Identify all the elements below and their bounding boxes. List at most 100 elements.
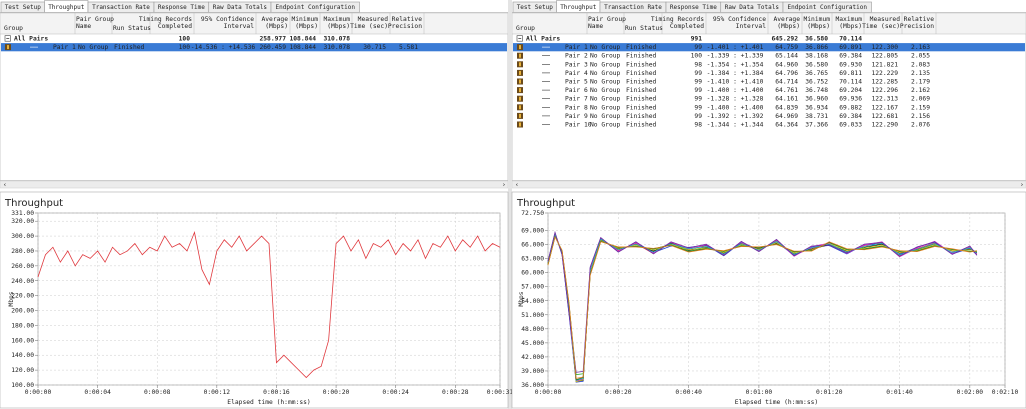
tab-label[interactable]: Test Setup — [517, 4, 554, 11]
cell: -1.400 : +1.400 — [707, 104, 764, 111]
cell: Finished — [626, 96, 657, 103]
cell: 100 — [691, 53, 703, 60]
chart-title: Throughput — [4, 198, 63, 209]
cell: 2.076 — [911, 122, 930, 129]
x-tick-label: 0:01:00 — [746, 389, 773, 396]
column-header: Relative — [904, 16, 935, 23]
column-header: Interval — [224, 23, 255, 30]
cell: No Group — [590, 96, 621, 103]
cell: 99 — [694, 96, 702, 103]
cell: 2.069 — [911, 96, 930, 103]
column-header: Name — [588, 23, 603, 30]
row-name: Pair 4 — [565, 70, 588, 77]
tab-label[interactable]: Response Time — [670, 4, 717, 11]
y-tick-label: 42.000 — [521, 354, 544, 361]
y-tick-label: 72.750 — [521, 210, 544, 217]
cell: 36.752 — [805, 79, 828, 86]
column-header: Minimum — [291, 16, 318, 23]
row-name: All Pairs — [14, 35, 48, 43]
x-tick-label: 0:02:00 — [957, 389, 984, 396]
cell: 122.167 — [871, 104, 898, 111]
cell: 122.313 — [871, 96, 898, 103]
column-header: (Mbps) — [807, 23, 830, 30]
cell: 36.748 — [805, 87, 828, 94]
cell: Finished — [114, 44, 145, 51]
x-tick-label: 0:00:20 — [605, 389, 632, 396]
cell: 37.366 — [805, 122, 828, 129]
cell: 64.761 — [775, 87, 798, 94]
cell: No Group — [590, 87, 621, 94]
column-header: (Mbps) — [295, 23, 318, 30]
cell: 108.844 — [289, 44, 316, 51]
scrollbar[interactable] — [511, 180, 1026, 189]
tab-label[interactable]: Throughput — [560, 4, 597, 11]
row-name: Pair 9 — [565, 113, 588, 120]
row-name: Pair 8 — [565, 104, 588, 111]
tab-label[interactable]: Response Time — [158, 4, 205, 11]
cell: -14.536 : +14.536 — [191, 44, 256, 51]
cell: 122.229 — [871, 70, 898, 77]
cell: 70.114 — [839, 79, 862, 86]
x-tick-label: 0:00:31 — [487, 389, 514, 396]
tab-label[interactable]: Throughput — [48, 4, 85, 11]
column-header: Timing Records — [651, 16, 704, 23]
cell: 64.796 — [775, 70, 798, 77]
cell: 69.384 — [839, 53, 862, 60]
cell: Finished — [626, 79, 657, 86]
y-tick-label: 51.000 — [521, 312, 544, 319]
cell: 38.168 — [805, 53, 828, 60]
x-tick-label: 0:00:28 — [442, 389, 469, 396]
cell: 2.055 — [911, 53, 930, 60]
cell: 69.891 — [839, 44, 862, 51]
chart-title: Throughput — [516, 198, 575, 209]
cell: No Group — [590, 44, 621, 51]
cell: 36.960 — [805, 96, 828, 103]
column-header: Completed — [670, 23, 704, 30]
cell: -1.400 : +1.400 — [707, 87, 764, 94]
tab-label[interactable]: Raw Data Totals — [213, 4, 268, 11]
cell: No Group — [590, 79, 621, 86]
tab-label[interactable]: Transaction Rate — [92, 4, 150, 11]
column-header: Maximum — [323, 16, 350, 23]
column-header: Average — [773, 16, 800, 23]
column-header: (Mbps) — [777, 23, 800, 30]
cell: 64.161 — [775, 96, 798, 103]
y-tick-label: 45.000 — [521, 340, 544, 347]
x-tick-label: 0:00:24 — [382, 389, 409, 396]
cell: 98 — [694, 61, 702, 68]
tab-label[interactable]: Endpoint Configuration — [788, 4, 868, 11]
tab-label[interactable]: Test Setup — [5, 4, 42, 11]
x-tick-label: 0:00:04 — [84, 389, 111, 396]
cell: 645.292 — [771, 36, 798, 43]
y-tick-label: 100.00 — [11, 382, 34, 389]
cell: No Group — [590, 61, 621, 68]
cell: 260.459 — [259, 44, 286, 51]
cell: -1.344 : +1.344 — [707, 122, 764, 129]
tab-label[interactable]: Raw Data Totals — [725, 4, 780, 11]
column-header: Completed — [158, 23, 192, 30]
column-header: Precision — [388, 23, 422, 30]
pair-icon-light — [519, 45, 521, 50]
row-name: All Pairs — [526, 35, 560, 43]
cell: 310.078 — [323, 36, 350, 43]
cell: 36.866 — [805, 44, 828, 51]
column-header: Pair Group — [76, 16, 114, 23]
column-header: Measured — [358, 16, 389, 23]
splitter — [508, 0, 512, 409]
cell: 991 — [691, 36, 703, 43]
y-tick-label: 120.00 — [11, 367, 34, 374]
y-tick-label: 36.000 — [521, 382, 544, 389]
cell: 100 — [179, 44, 191, 51]
cell: Finished — [626, 122, 657, 129]
cell: 5.581 — [399, 44, 418, 51]
y-tick-label: 180.00 — [11, 322, 34, 329]
cell: 310.078 — [323, 44, 350, 51]
column-header: Time (sec) — [862, 23, 900, 30]
tab-label[interactable]: Endpoint Configuration — [276, 4, 356, 11]
scrollbar[interactable] — [0, 180, 509, 189]
row-name: Pair 5 — [565, 79, 588, 86]
tab-label[interactable]: Transaction Rate — [604, 4, 662, 11]
cell: 2.156 — [911, 113, 930, 120]
column-header: Name — [76, 23, 91, 30]
